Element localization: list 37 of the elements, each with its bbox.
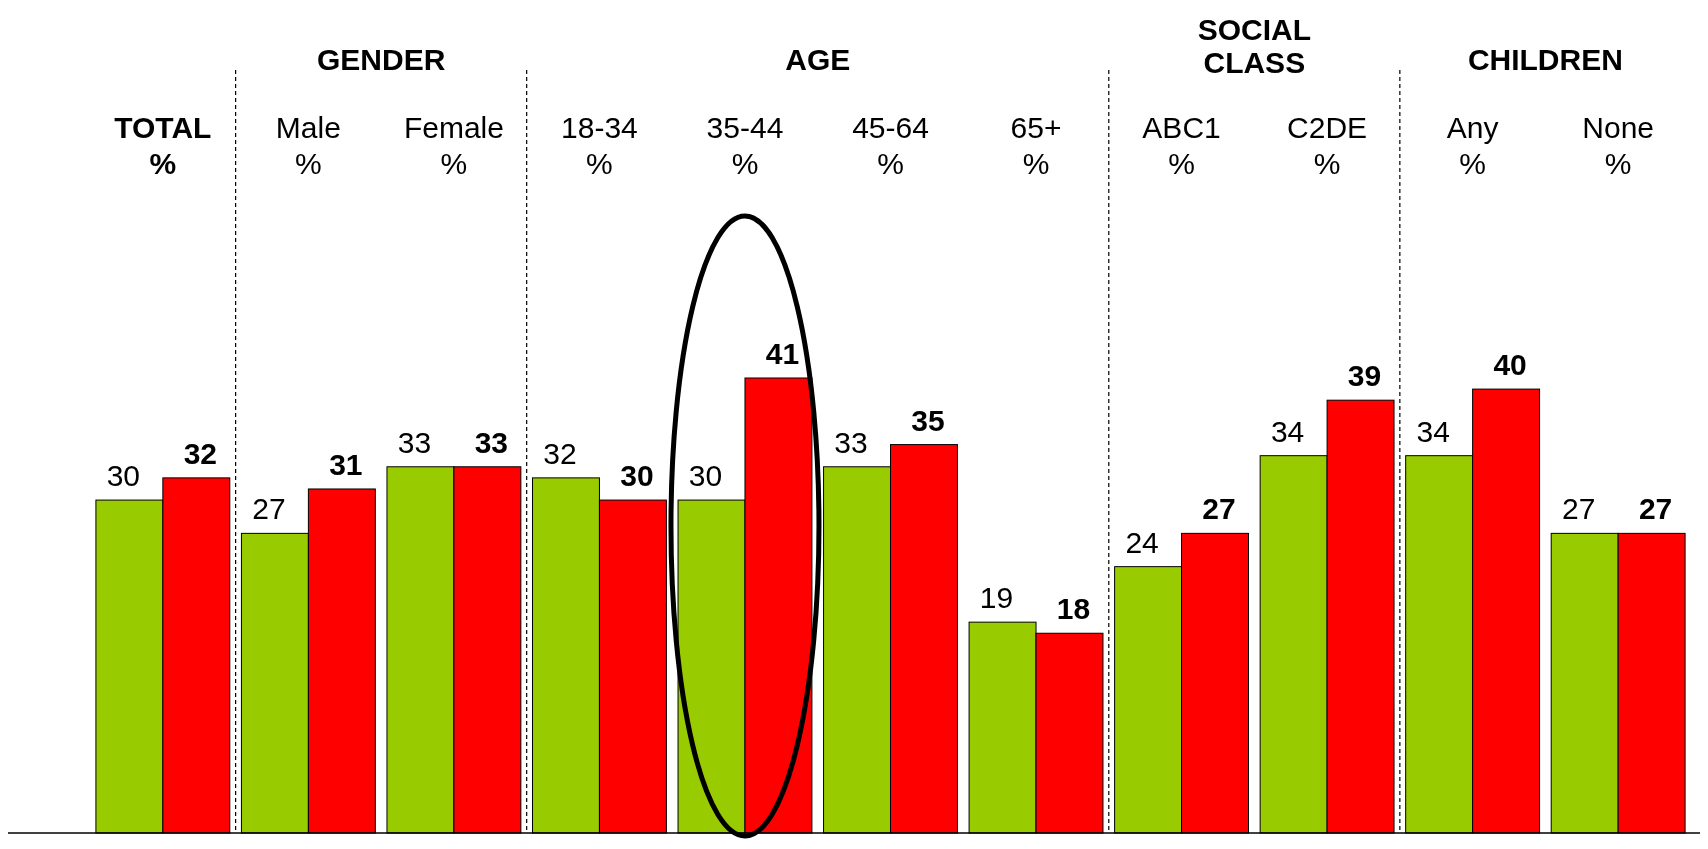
- x-tick-label: TOTAL %: [114, 111, 212, 180]
- data-label: 32: [543, 436, 577, 470]
- data-label: 24: [1125, 525, 1159, 559]
- x-tick-label: 65+ %: [1010, 111, 1062, 180]
- data-label: 27: [1638, 492, 1673, 526]
- x-tick-label: 35-44 %: [706, 111, 784, 180]
- data-label: 30: [620, 459, 654, 493]
- x-tick-label: None %: [1582, 111, 1655, 180]
- data-label: 33: [834, 425, 868, 459]
- x-tick-label: Any %: [1446, 111, 1499, 180]
- text: CHILDREN: [1467, 43, 1623, 76]
- data-label: 19: [979, 581, 1014, 615]
- text: GENDER: [316, 43, 446, 76]
- data-label: 34: [1416, 414, 1450, 448]
- text: AGE: [785, 43, 851, 76]
- data-label: 27: [252, 492, 286, 526]
- x-tick-label: 45-64 %: [852, 111, 929, 180]
- data-label: 30: [106, 459, 141, 493]
- data-label: 35: [911, 403, 945, 437]
- x-tick-label: Male %: [275, 111, 341, 180]
- x-tick-label: ABC1 %: [1142, 111, 1221, 180]
- data-label: 39: [1347, 359, 1382, 393]
- data-label: 27: [1202, 492, 1236, 526]
- data-label: 30: [688, 459, 723, 493]
- x-tick-label: 18-34 %: [561, 111, 638, 180]
- x-tick-label: C2DE %: [1287, 111, 1368, 180]
- data-label: 33: [397, 425, 432, 459]
- data-label: 18: [1056, 592, 1091, 626]
- data-label: 27: [1561, 492, 1596, 526]
- data-label: 31: [329, 447, 363, 481]
- x-tick-label: Female %: [403, 111, 504, 180]
- data-label: 41: [765, 337, 800, 370]
- data-label: 33: [474, 425, 509, 459]
- text: SOCIAL CLASS: [1197, 13, 1311, 79]
- data-label: 34: [1270, 414, 1305, 448]
- data-label: 32: [183, 436, 218, 470]
- data-label: 40: [1493, 348, 1527, 382]
